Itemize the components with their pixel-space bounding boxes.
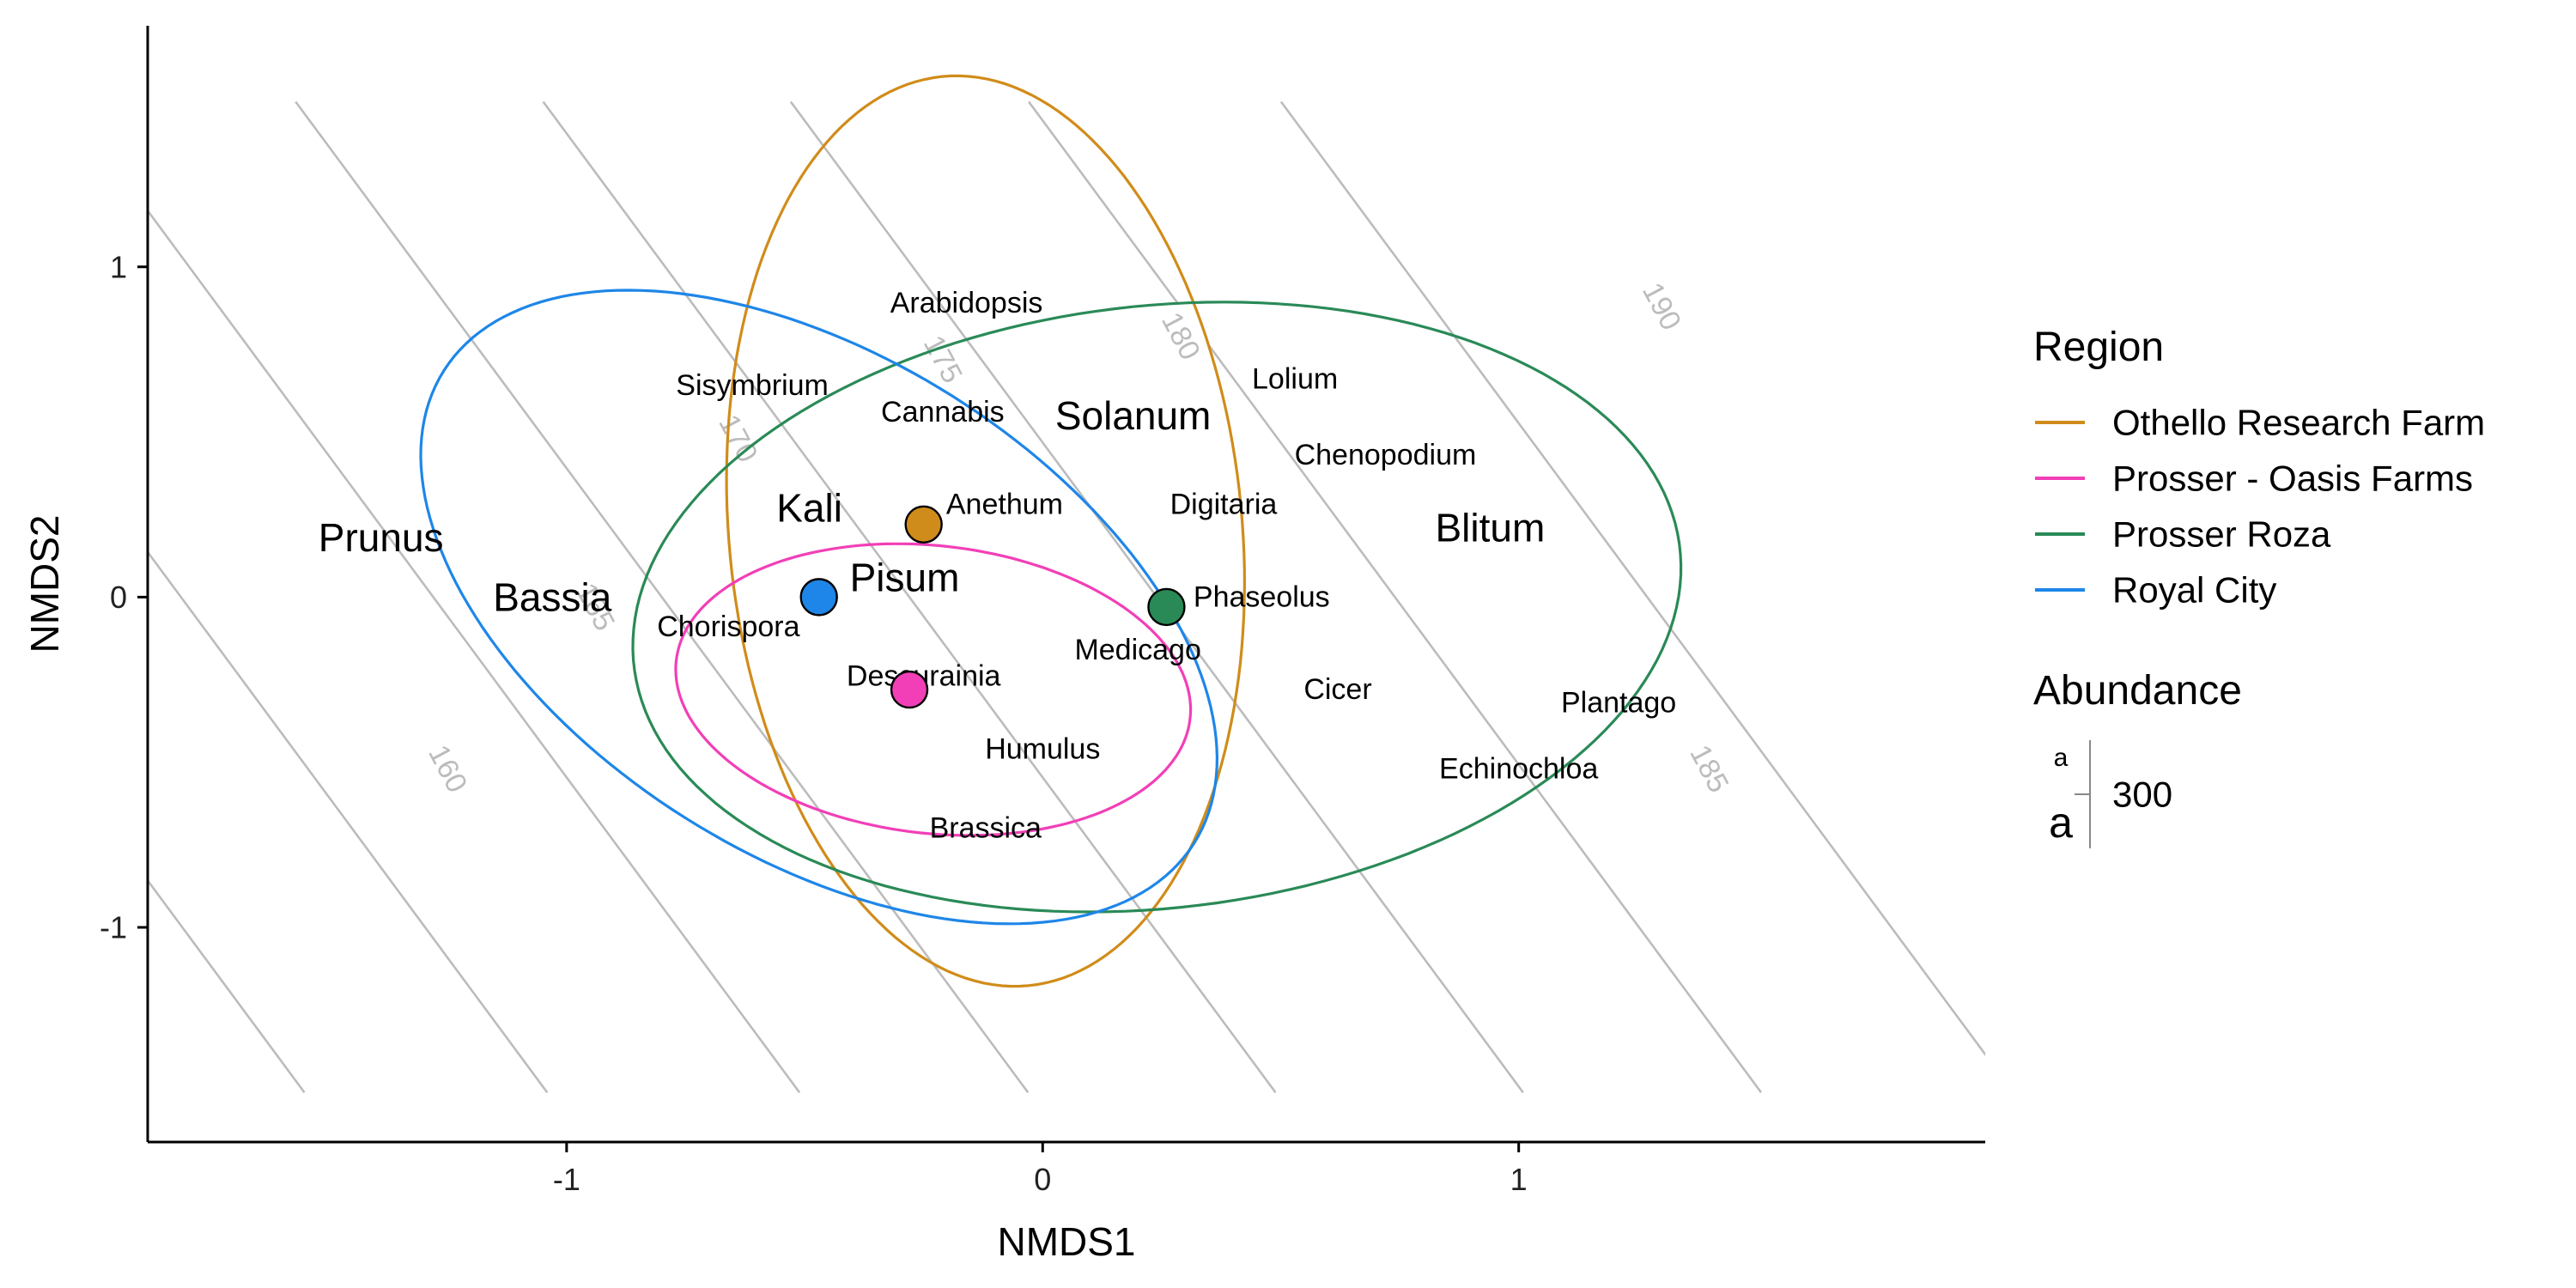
y-tick-label: -1 [100, 910, 127, 945]
contour-label-mask [1629, 270, 1694, 343]
legend-entry-label: Royal City [2112, 570, 2276, 611]
centroid-prosser-roza [1147, 587, 1186, 627]
ellipse-othello-research-farm [725, 74, 1247, 988]
species-label: Phaseolus [1194, 580, 1330, 613]
species-label: Prunus [319, 515, 444, 560]
y-tick-label: 0 [110, 580, 127, 615]
species-label: Brassica [930, 812, 1042, 845]
x-tick-label: -1 [553, 1162, 580, 1197]
confidence-ellipses [419, 74, 1683, 988]
contour-label-mask [562, 571, 628, 643]
species-label: Lolium [1252, 363, 1338, 396]
species-label: Plantago [1561, 686, 1676, 719]
region-centroids [799, 505, 1186, 709]
species-label: Chorispora [657, 611, 799, 643]
species-label: Humulus [985, 732, 1100, 765]
abundance-key-small: a [2054, 744, 2069, 772]
contour-lines [148, 100, 1985, 1094]
species-label: Medicago [1074, 634, 1200, 666]
contour-label-mask [1677, 733, 1741, 805]
y-axis-title: NMDS2 [22, 514, 67, 653]
contour-label-mask [706, 403, 770, 475]
species-label: Blitum [1436, 506, 1546, 550]
species-label: Anethum [946, 489, 1063, 521]
axes: -1 0 1 -1 0 1 NMDS1 NMDS2 [22, 26, 1985, 1264]
centroid-royal-city [799, 578, 838, 617]
species-label: Cicer [1303, 673, 1371, 706]
contour-label-mask [910, 324, 975, 395]
legend-entry-label: Prosser - Oasis Farms [2112, 459, 2473, 499]
contour-line-0 [148, 878, 306, 1094]
contour-label-mask [416, 733, 480, 805]
abundance-key-large: a [2049, 799, 2073, 847]
legend-entry-label: Othello Research Farm [2112, 403, 2485, 443]
contour-line-7 [1279, 100, 1985, 1057]
ellipse-prosser-oasis-farms [674, 542, 1193, 837]
contour-line-1 [148, 550, 549, 1094]
x-tick-label: 1 [1510, 1162, 1528, 1197]
species-labels: Arabidopsis Sisymbrium Cannabis Solanum Loli… [319, 287, 1676, 845]
species-label: Bassia [493, 574, 611, 619]
species-label: Digitaria [1170, 489, 1278, 521]
contour-label-mask [1148, 301, 1213, 372]
species-label: Solanum [1055, 393, 1212, 438]
centroid-othello-research-farm [904, 505, 943, 544]
centroid-prosser-oasis-farms [890, 670, 929, 709]
species-label: Sisymbrium [676, 369, 829, 402]
contour-line-3 [295, 100, 1030, 1094]
ellipse-prosser-roza [631, 301, 1683, 914]
legend-entry-label: Prosser Roza [2112, 514, 2331, 555]
x-axis-title: NMDS1 [997, 1219, 1135, 1264]
species-label: Kali [776, 486, 842, 531]
species-label: Arabidopsis [890, 287, 1043, 319]
ellipse-royal-city [419, 289, 1219, 926]
legend-title-abundance: Abundance [2033, 668, 2242, 714]
legend-title-region: Region [2033, 325, 2164, 370]
abundance-value: 300 [2112, 775, 2172, 815]
x-tick-label: 0 [1034, 1162, 1051, 1197]
species-label: Chenopodium [1295, 439, 1477, 471]
species-label: Echinochloa [1439, 752, 1598, 785]
contour-line-6 [1028, 100, 1763, 1094]
contour-line-4 [542, 100, 1277, 1094]
legend: Region Othello Research Farm Prosser - Oas… [2033, 325, 2485, 848]
contour-line-2 [148, 209, 801, 1094]
species-label: Cannabis [881, 396, 1005, 428]
species-label: Pisum [850, 555, 960, 599]
y-tick-label: 1 [110, 249, 127, 284]
